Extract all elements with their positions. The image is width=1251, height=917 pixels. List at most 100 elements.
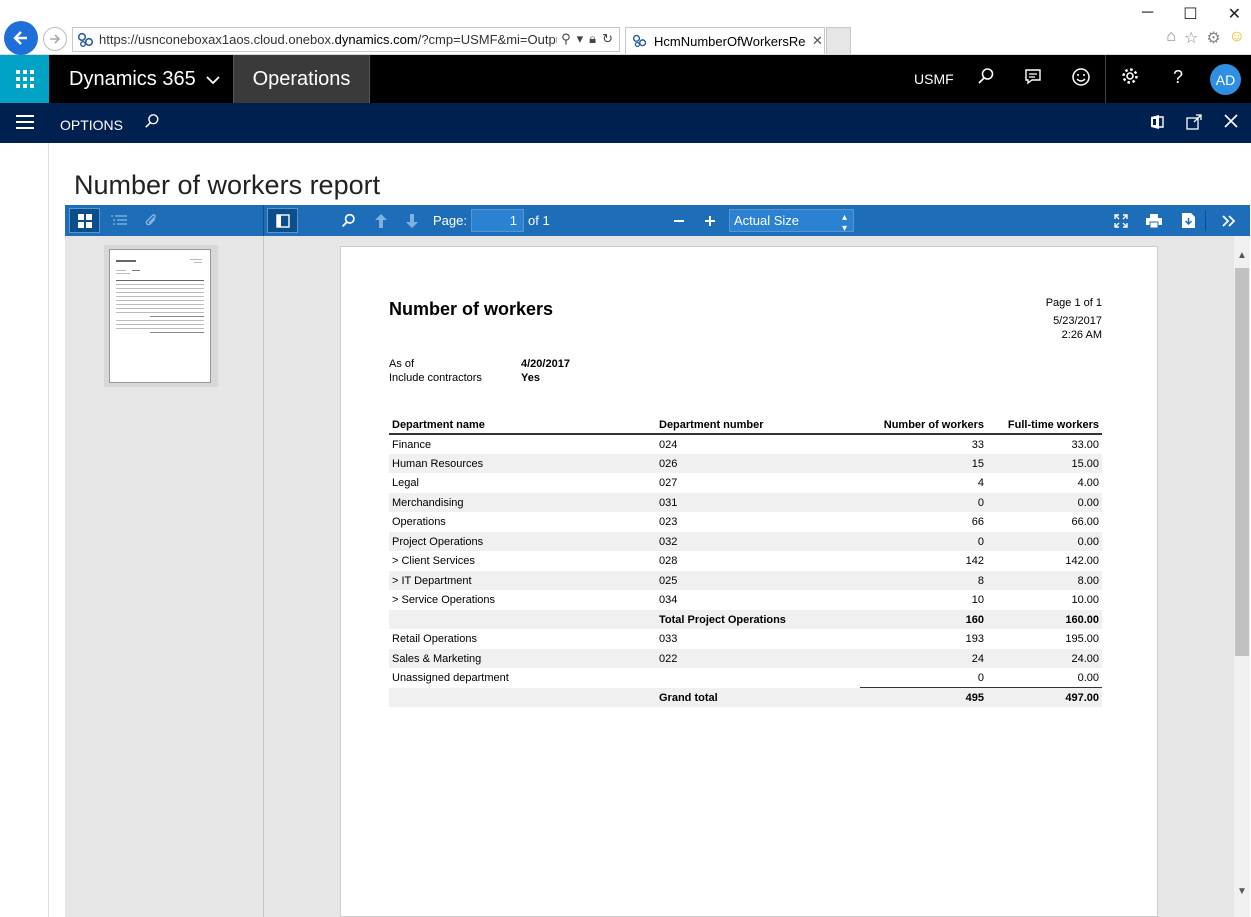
new-tab-button[interactable]	[826, 27, 851, 54]
document-map-icon	[110, 214, 127, 225]
page-thumbnail[interactable]	[104, 245, 218, 387]
contractors-value: Yes	[521, 372, 540, 384]
refresh-icon[interactable]: ↻	[602, 31, 613, 46]
thumbnails-icon	[77, 213, 92, 228]
expand-chevrons-icon	[1222, 214, 1236, 227]
find-button[interactable]	[337, 208, 359, 233]
grand-total-row: Grand total 495 497.00	[389, 687, 1102, 707]
star-icon[interactable]: ☆	[1183, 30, 1199, 47]
search-icon[interactable]: ⚲	[561, 31, 571, 46]
home-icon[interactable]: ⌂	[1166, 28, 1176, 45]
address-bar[interactable]: https://usnconeboxax1aos.cloud.onebox.dy…	[72, 27, 620, 52]
export-icon	[1181, 213, 1195, 228]
sidebar-toggle-button[interactable]	[267, 208, 298, 233]
forward-button[interactable]	[43, 27, 67, 51]
site-icon	[632, 34, 647, 48]
app-header: Dynamics 365 Operations USMF ? AD	[0, 55, 1251, 103]
table-row: Project Operations 032 0 0.00	[389, 531, 1102, 551]
page-title: Number of workers report	[74, 170, 381, 200]
table-row: Human Resources 026 15 15.00	[389, 453, 1102, 473]
action-bar: OPTIONS	[0, 103, 1251, 143]
waffle-icon	[15, 70, 34, 88]
zoom-out-icon	[674, 219, 684, 222]
sidebar-toggle-icon	[275, 213, 290, 228]
module-name[interactable]: Operations	[233, 55, 370, 103]
down-arrow-icon	[406, 213, 418, 228]
report-date: 5/23/2017	[1053, 315, 1102, 327]
table-row: Operations 023 66 66.00	[392, 516, 1099, 529]
table-row: Unassigned department 0 0.00	[389, 668, 1102, 688]
back-arrow-icon	[13, 31, 27, 45]
hamburger-icon[interactable]	[16, 115, 34, 133]
options-tab[interactable]: OPTIONS	[60, 117, 124, 133]
left-gutter	[0, 143, 49, 917]
minimize-icon[interactable]: ─	[1141, 4, 1154, 21]
browser-tab[interactable]: HcmNumberOfWorkersRep... ✕	[625, 27, 825, 54]
smiley-icon[interactable]: ☺	[1228, 28, 1245, 45]
search-icon	[341, 213, 355, 227]
forward-arrow-icon	[50, 34, 61, 44]
popout-icon[interactable]	[1186, 114, 1202, 135]
as-of-value: 4/20/2017	[521, 358, 570, 370]
more-options-button[interactable]	[1218, 208, 1240, 233]
tab-title: HcmNumberOfWorkersRep...	[654, 33, 806, 49]
zoom-select[interactable]: Actual Size ▴ ▾	[729, 209, 854, 234]
subtotal-row: Total Project Operations 160 160.00	[389, 609, 1102, 629]
search-icon[interactable]	[974, 67, 998, 90]
col-department-name: Department name	[389, 415, 656, 435]
table-row: Sales & Marketing 022 24 24.00	[389, 648, 1102, 668]
back-button[interactable]	[4, 21, 38, 55]
table-row: Merchandising 031 0 0.00	[389, 492, 1102, 512]
chat-icon[interactable]	[1021, 67, 1045, 90]
up-arrow-icon	[375, 213, 387, 228]
avatar[interactable]: AD	[1210, 64, 1241, 95]
search-icon[interactable]	[144, 113, 160, 134]
chevron-down-icon	[206, 75, 220, 84]
scroll-down-icon[interactable]: ▼	[1237, 886, 1247, 897]
select-arrows-icon: ▴ ▾	[841, 212, 847, 234]
browser-chrome: https://usnconeboxax1aos.cloud.onebox.dy…	[0, 0, 1251, 55]
help-icon[interactable]: ?	[1172, 67, 1183, 87]
thumbnails-button[interactable]	[69, 208, 100, 233]
page-label: Page:	[433, 213, 467, 228]
gear-icon[interactable]	[1118, 67, 1142, 90]
scrollbar-thumb[interactable]	[1235, 268, 1249, 656]
table-row: > Client Services 028 142 142.00	[392, 555, 1099, 568]
page-count: of 1	[528, 213, 550, 228]
product-menu[interactable]: Dynamics 365	[69, 68, 220, 91]
smiley-icon[interactable]	[1069, 67, 1093, 92]
company-picker[interactable]: USMF	[914, 71, 954, 87]
zoom-in-button[interactable]	[699, 208, 721, 233]
attachment-icon	[145, 213, 156, 225]
document-map-button[interactable]	[103, 208, 134, 233]
print-icon	[1146, 213, 1162, 228]
close-window-icon[interactable]: ✕	[1227, 6, 1241, 23]
gear-icon[interactable]: ⚙	[1206, 30, 1221, 47]
dropdown-icon[interactable]: ▾	[576, 31, 584, 46]
zoom-value: Actual Size	[734, 213, 800, 228]
export-button[interactable]	[1177, 208, 1199, 233]
next-page-button[interactable]	[401, 208, 423, 233]
print-button[interactable]	[1143, 208, 1165, 233]
office-icon[interactable]	[1150, 114, 1164, 135]
report-title: Number of workers	[389, 299, 554, 319]
report-viewer-toolbar: Page: 1 of 1 Actual Size ▴ ▾	[65, 205, 1250, 236]
page-number-input[interactable]: 1	[471, 209, 524, 232]
zoom-out-button[interactable]	[668, 208, 690, 233]
tab-close-icon[interactable]: ✕	[812, 33, 823, 48]
report-time: 2:26 AM	[1061, 329, 1102, 341]
table-header-row: Department name Department number Number…	[389, 415, 1102, 435]
workers-table: Department name Department number Number…	[389, 415, 1102, 707]
contractors-label: Include contractors	[389, 372, 482, 384]
scroll-up-icon[interactable]: ▲	[1237, 250, 1247, 261]
fit-page-button[interactable]	[1110, 208, 1132, 233]
attachments-button[interactable]	[135, 208, 166, 233]
previous-page-button[interactable]	[370, 208, 392, 233]
site-icon	[77, 32, 94, 47]
as-of-label: As of	[389, 358, 415, 370]
col-department-number: Department number	[656, 415, 860, 435]
app-launcher-button[interactable]	[0, 55, 49, 103]
close-icon[interactable]	[1224, 114, 1238, 133]
maximize-icon[interactable]: ☐	[1183, 6, 1198, 23]
table-row: Legal 027 4 4.00	[392, 477, 1099, 490]
